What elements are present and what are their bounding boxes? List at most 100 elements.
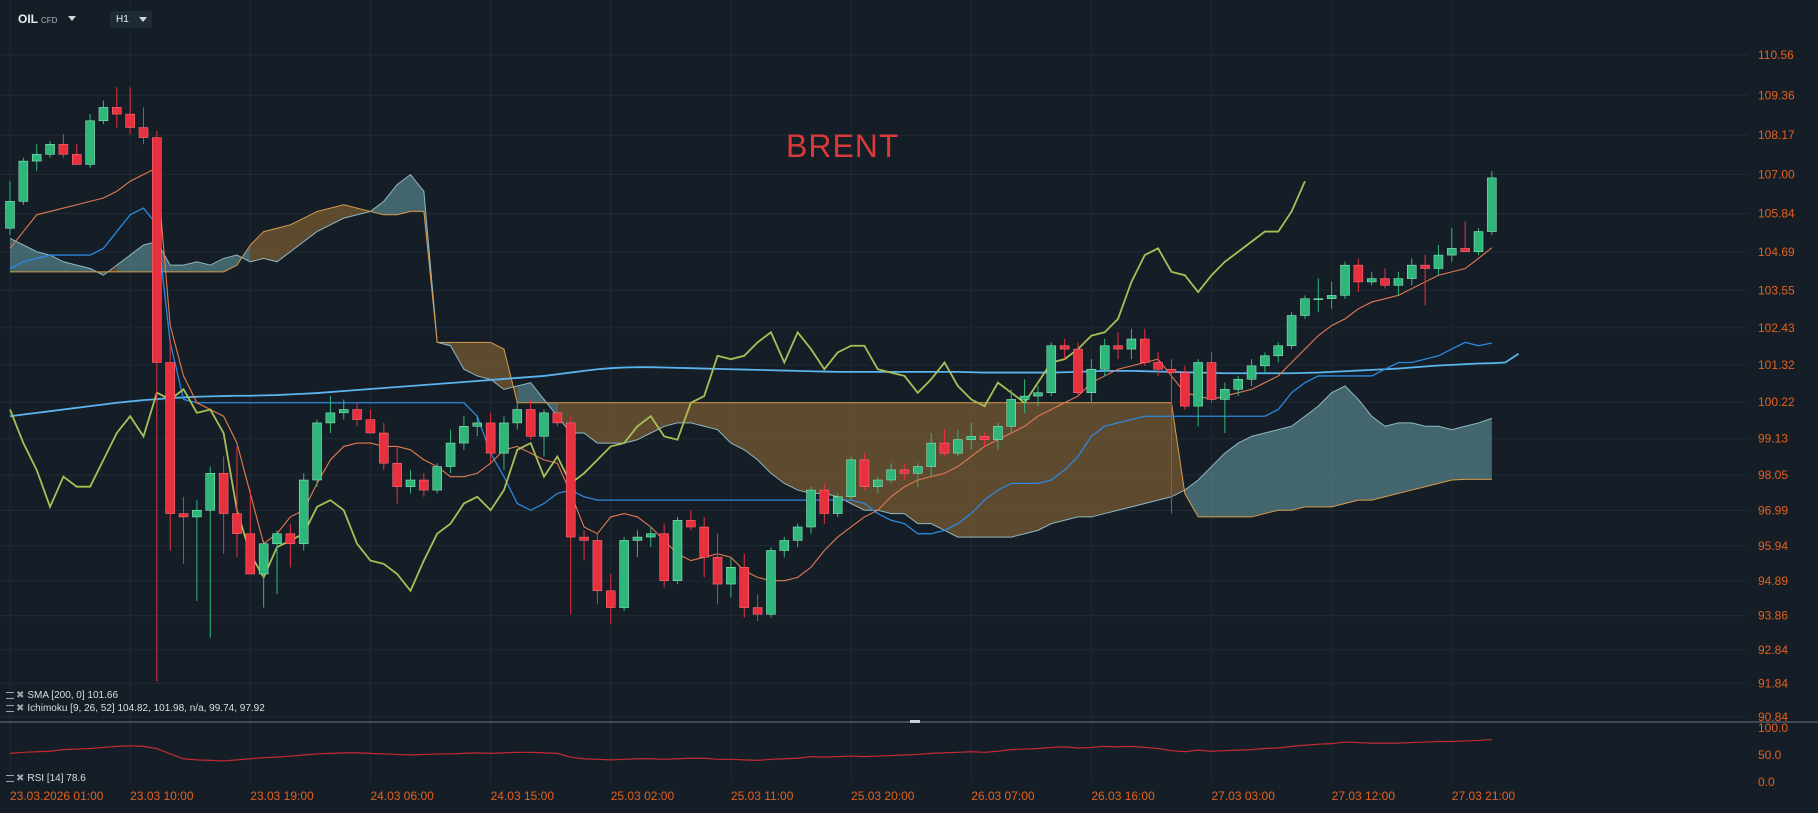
candle: [686, 510, 695, 530]
candle: [1314, 279, 1323, 313]
close-icon[interactable]: ✖: [16, 690, 24, 701]
candle-body: [620, 540, 629, 607]
candle-body: [339, 409, 348, 412]
price-tick-label: 104.69: [1758, 245, 1795, 259]
candle: [112, 87, 121, 127]
close-icon[interactable]: ✖: [16, 703, 24, 714]
candle-body: [887, 470, 896, 480]
price-tick-label: 95.94: [1758, 539, 1788, 553]
candle: [499, 416, 508, 470]
candle-body: [419, 480, 428, 490]
candle: [1087, 359, 1096, 403]
candle-body: [59, 144, 68, 154]
candle: [179, 497, 188, 564]
candle-body: [940, 443, 949, 453]
candle-body: [953, 440, 962, 453]
candle-body: [166, 363, 175, 514]
candle-body: [46, 144, 55, 154]
candle-body: [1381, 279, 1390, 286]
candle-body: [1033, 393, 1042, 396]
candle-body: [1154, 363, 1163, 370]
candle-body: [913, 467, 922, 474]
candle-body: [499, 423, 508, 453]
price-tick-label: 102.43: [1758, 321, 1795, 335]
price-tick-label: 109.36: [1758, 88, 1795, 102]
candle: [366, 409, 375, 432]
candle: [566, 416, 575, 614]
price-tick-label: 92.84: [1758, 643, 1788, 657]
candle-body: [700, 527, 709, 557]
panel-resize-handle[interactable]: [910, 720, 920, 723]
time-axis: 23.03.2026 01:00 23.03 10:00 23.03 19:00 24…: [10, 789, 1516, 803]
legend-sma: ✖ SMA [200, 0] 101.66: [6, 690, 118, 701]
candle: [1487, 171, 1496, 235]
rsi-panel: [10, 740, 1492, 761]
candle: [513, 403, 522, 430]
price-tick-label: 93.86: [1758, 609, 1788, 623]
chart-watermark: BRENT: [786, 128, 899, 165]
candle: [620, 537, 629, 611]
candle-body: [486, 423, 495, 453]
candle-body: [1367, 279, 1376, 282]
candle-body: [1234, 379, 1243, 389]
candle: [1287, 312, 1296, 349]
candle: [593, 534, 602, 604]
candle: [540, 409, 549, 456]
candle-body: [900, 470, 909, 473]
candle-body: [1087, 369, 1096, 392]
rsi-tick-label: 0.0: [1758, 775, 1775, 789]
grid: [0, 0, 1818, 782]
candle: [139, 107, 148, 144]
candle-body: [112, 107, 121, 114]
candle: [86, 114, 95, 168]
symbol-selector[interactable]: OIL CFD: [18, 12, 76, 26]
close-icon[interactable]: ✖: [16, 773, 24, 784]
candle-body: [807, 490, 816, 527]
settings-icon[interactable]: [6, 775, 14, 782]
kumo-bull-fill: [517, 383, 557, 417]
settings-icon[interactable]: [6, 705, 14, 712]
time-tick-label: 25.03 02:00: [611, 789, 675, 803]
price-tick-label: 107.00: [1758, 168, 1795, 182]
candle-body: [139, 128, 148, 138]
rsi-tick-label: 50.0: [1758, 748, 1782, 762]
candle: [473, 416, 482, 436]
candle-body: [1207, 363, 1216, 400]
candle: [1434, 245, 1443, 275]
candle-body: [446, 443, 455, 466]
candle-body: [6, 201, 15, 228]
candle: [1140, 329, 1149, 366]
candle: [32, 144, 41, 171]
candle-body: [526, 409, 535, 436]
price-tick-label: 105.84: [1758, 206, 1795, 220]
candle-body: [206, 473, 215, 510]
price-tick-label: 100.22: [1758, 395, 1795, 409]
time-tick-label: 25.03 11:00: [731, 789, 794, 803]
candle-body: [646, 534, 655, 537]
candle: [1461, 222, 1470, 252]
candle: [1260, 352, 1269, 372]
candle-body: [967, 436, 976, 439]
candle: [753, 594, 762, 621]
candle-body: [1247, 366, 1256, 379]
candle: [1447, 228, 1456, 262]
kumo-bear-fill: [451, 342, 518, 402]
settings-icon[interactable]: [6, 692, 14, 699]
candle: [406, 470, 415, 493]
time-tick-label: 23.03 19:00: [250, 789, 314, 803]
price-tick-label: 96.99: [1758, 504, 1788, 518]
candle-body: [633, 537, 642, 540]
candle-body: [326, 413, 335, 423]
chevron-down-icon: [68, 16, 76, 21]
candle-body: [1421, 265, 1430, 268]
time-tick-label: 23.03 10:00: [130, 789, 194, 803]
price-tick-label: 98.05: [1758, 468, 1788, 482]
price-axis: 110.56109.36108.17107.00105.84104.69103.…: [1758, 48, 1795, 789]
timeframe-selector[interactable]: H1: [110, 11, 152, 28]
candle-body: [780, 540, 789, 550]
candle-body: [406, 480, 415, 487]
time-tick-label: 24.03 15:00: [491, 789, 555, 803]
candle: [72, 144, 81, 164]
candle-body: [192, 510, 201, 517]
